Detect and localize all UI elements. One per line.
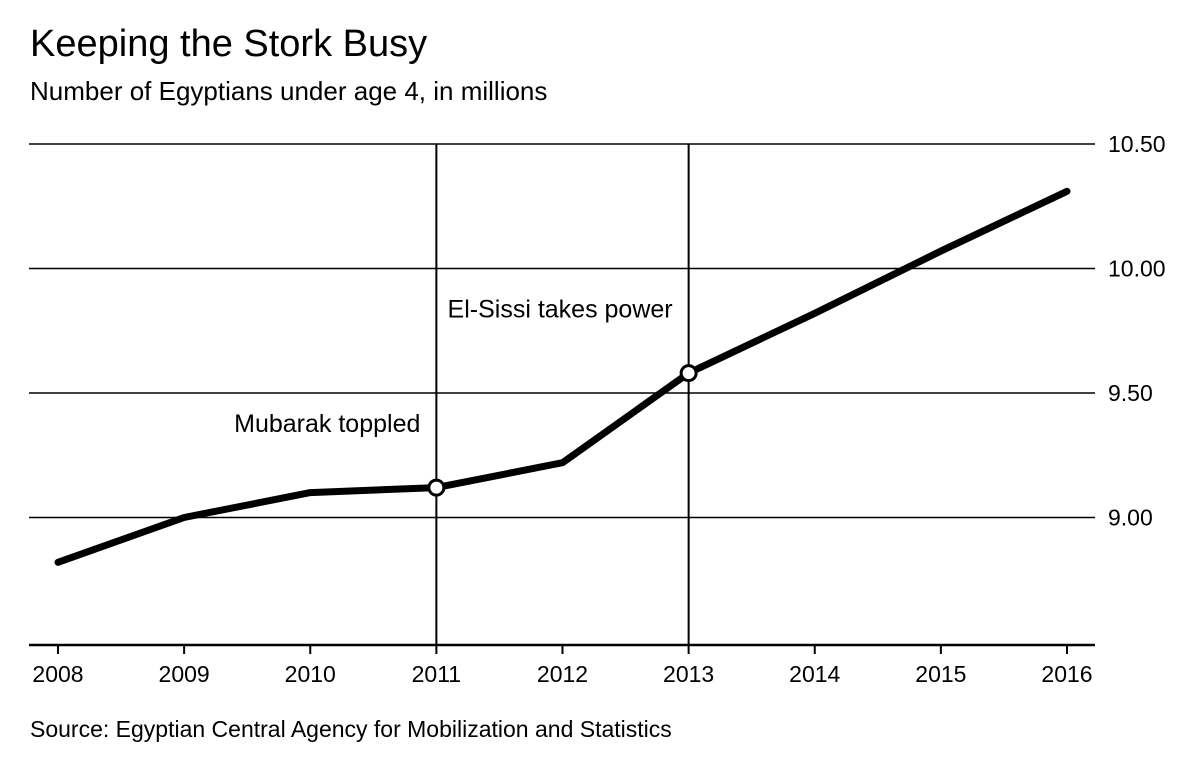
y-tick-label: 10.00	[1108, 256, 1166, 282]
x-tick-label: 2013	[663, 661, 714, 687]
annotation-label: Mubarak toppled	[234, 410, 420, 438]
source-note: Source: Egyptian Central Agency for Mobi…	[30, 716, 672, 742]
y-tick-label: 10.50	[1108, 131, 1166, 157]
x-tick-label: 2009	[159, 661, 210, 687]
y-tick-label: 9.50	[1108, 380, 1153, 406]
data-point-marker	[427, 478, 446, 497]
chart-subtitle: Number of Egyptians under age 4, in mill…	[30, 76, 548, 106]
y-tick-label: 9.00	[1108, 505, 1153, 531]
annotation-label: El-Sissi takes power	[448, 295, 673, 323]
data-point-marker	[679, 364, 698, 383]
x-tick-label: 2012	[537, 661, 588, 687]
x-tick-label: 2010	[285, 661, 336, 687]
x-tick-label: 2008	[32, 661, 83, 687]
x-tick-label: 2011	[412, 661, 461, 687]
chart-title: Keeping the Stork Busy	[30, 23, 428, 65]
x-tick-label: 2014	[789, 661, 840, 687]
x-tick-label: 2016	[1041, 661, 1092, 687]
data-line	[54, 187, 1071, 566]
x-tick-label: 2015	[915, 661, 966, 687]
